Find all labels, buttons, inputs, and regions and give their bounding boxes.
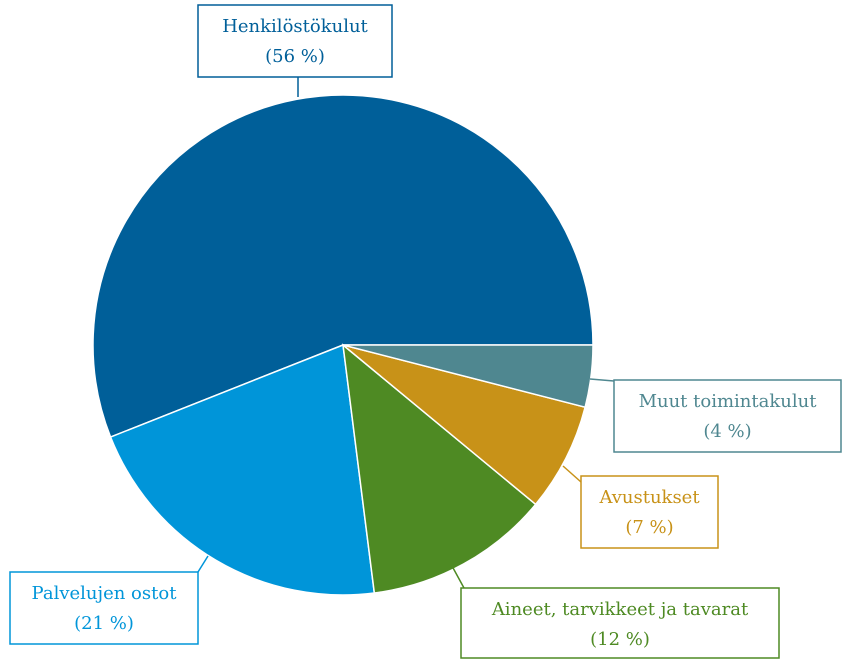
label-box xyxy=(580,475,719,549)
leader-line xyxy=(197,555,209,573)
pie-slice xyxy=(342,344,587,506)
label-box xyxy=(613,379,842,453)
leader-line xyxy=(562,465,582,483)
slice-label: Muut toimintakulut xyxy=(639,391,818,412)
pie-slice xyxy=(342,343,537,594)
slice-value-label: (7 %) xyxy=(625,517,673,538)
slice-label: Aineet, tarvikkeet ja tavarat xyxy=(491,599,749,620)
label-box xyxy=(197,4,393,78)
pie-slice xyxy=(92,94,594,439)
label-box xyxy=(460,587,780,659)
leader-line xyxy=(451,565,465,589)
slice-value-label: (56 %) xyxy=(265,46,325,67)
slice-label: Palvelujen ostot xyxy=(32,583,178,604)
slice-value-label: (21 %) xyxy=(74,613,134,634)
slice-label: Henkilöstökulut xyxy=(222,16,368,37)
slice-value-label: (12 %) xyxy=(590,629,650,650)
slice-label: Avustukset xyxy=(598,487,700,508)
slice-value-label: (4 %) xyxy=(703,421,751,442)
pie-slice xyxy=(109,343,376,596)
leader-line xyxy=(589,378,615,382)
pie-slice xyxy=(342,344,594,409)
label-box xyxy=(9,571,199,645)
